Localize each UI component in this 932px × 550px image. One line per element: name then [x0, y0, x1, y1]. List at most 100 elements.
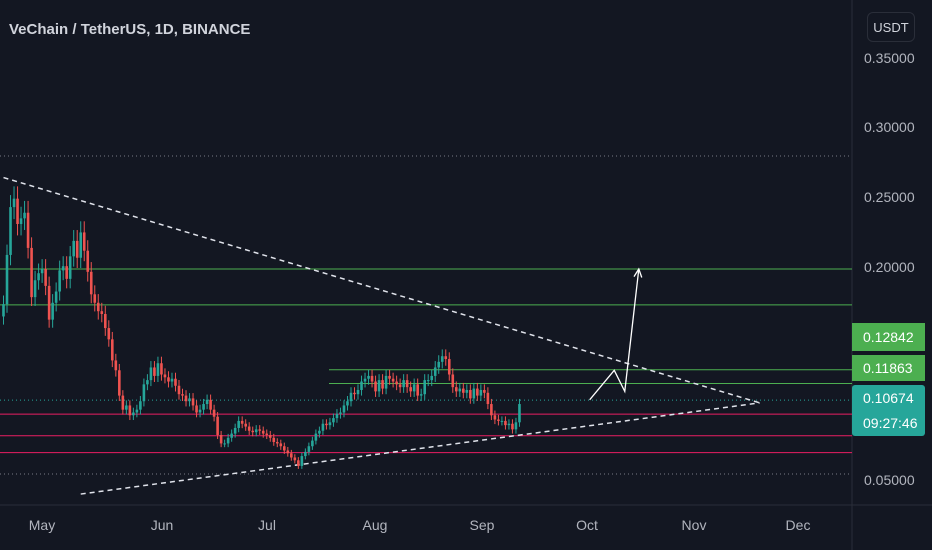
- candle-body: [279, 443, 283, 447]
- candle-body: [356, 389, 360, 395]
- candle-body: [86, 250, 90, 272]
- candle-body: [96, 302, 100, 312]
- candle-body: [118, 370, 121, 396]
- candle-body: [226, 437, 230, 444]
- candle-body: [486, 392, 490, 405]
- candle-body: [511, 423, 514, 430]
- candle-body: [188, 398, 191, 402]
- candle-body: [107, 328, 111, 340]
- candle-body: [89, 271, 93, 295]
- candle-body: [37, 273, 40, 281]
- candle-body: [402, 380, 405, 388]
- candle-body: [307, 446, 311, 452]
- candle-body: [209, 399, 212, 410]
- candle-body: [325, 423, 328, 426]
- candle-body: [518, 404, 521, 423]
- candle-body: [409, 387, 412, 392]
- candle-body: [237, 420, 240, 428]
- candle-body: [47, 285, 51, 320]
- candle-body: [391, 378, 395, 382]
- candle-body: [384, 375, 388, 389]
- trendline: [3, 176, 760, 404]
- x-tick-label: Dec: [785, 517, 811, 533]
- candle-body: [16, 198, 19, 224]
- candle-body: [174, 378, 177, 386]
- candle-body: [149, 367, 153, 381]
- candle-body: [293, 457, 297, 461]
- candle-body: [61, 266, 65, 271]
- currency-selector-button[interactable]: USDT: [867, 12, 915, 42]
- candle-body: [416, 384, 419, 396]
- candle-body: [30, 247, 33, 298]
- candle-body: [153, 367, 156, 376]
- candle-body: [479, 389, 483, 396]
- candle-body: [304, 451, 307, 457]
- candle-body: [100, 311, 104, 315]
- candle-body: [286, 450, 290, 454]
- candle-body: [2, 304, 5, 317]
- candle-body: [454, 387, 458, 392]
- candle-body: [490, 404, 493, 416]
- candle-body: [212, 409, 216, 417]
- candle-body: [472, 388, 476, 399]
- candle-body: [507, 423, 511, 426]
- candle-body: [223, 443, 226, 445]
- candle-body: [444, 356, 448, 360]
- candle-body: [254, 429, 258, 433]
- candle-body: [405, 380, 409, 388]
- candle-body: [412, 384, 416, 392]
- candle-body: [205, 399, 209, 405]
- candle-body: [314, 433, 318, 441]
- candle-body: [72, 240, 75, 257]
- candle-body: [500, 420, 504, 422]
- candle-body: [374, 381, 377, 392]
- candle-body: [504, 420, 507, 426]
- candle-body: [268, 434, 272, 438]
- candle-body: [93, 294, 97, 303]
- candle-body: [12, 198, 16, 208]
- candle-body: [265, 433, 269, 435]
- y-tick-label: 0.20000: [864, 259, 915, 275]
- candle-body: [146, 380, 149, 385]
- candle-body: [297, 460, 300, 466]
- candle-body: [216, 416, 219, 435]
- x-tick-label: Aug: [362, 517, 388, 533]
- candle-body: [433, 367, 437, 376]
- candle-body: [121, 395, 125, 410]
- candle-body: [258, 429, 262, 431]
- candle-body: [363, 378, 367, 382]
- candle-body: [311, 440, 314, 447]
- x-tick-label: Nov: [681, 517, 707, 533]
- candle-body: [142, 384, 146, 402]
- candle-body: [332, 418, 335, 423]
- candle-body: [514, 422, 518, 430]
- candle-body: [360, 381, 363, 390]
- arrow-head-icon: [633, 267, 643, 278]
- candle-body: [377, 380, 381, 392]
- candle-body: [202, 404, 205, 410]
- level-price-badge: 0.11863: [852, 355, 925, 381]
- x-tick-label: Jul: [258, 517, 276, 533]
- candle-body: [367, 375, 370, 379]
- candle-body: [483, 389, 486, 393]
- candle-body: [26, 212, 30, 248]
- candle-body: [321, 423, 325, 431]
- candle-body: [75, 240, 79, 258]
- projection-path: [589, 268, 640, 401]
- candle-body: [476, 388, 479, 396]
- candle-body: [68, 256, 72, 279]
- candle-body: [451, 374, 455, 388]
- candle-body: [251, 430, 255, 433]
- candle-body: [497, 419, 500, 421]
- candle-body: [447, 359, 451, 375]
- chart-title: VeChain / TetherUS, 1D, BINANCE: [9, 21, 251, 38]
- candle-body: [128, 405, 132, 416]
- candle-body: [111, 339, 114, 361]
- candle-body: [5, 254, 9, 305]
- candle-body: [54, 291, 58, 303]
- candle-body: [339, 412, 342, 414]
- y-tick-label: 0.25000: [864, 189, 915, 205]
- candle-body: [346, 401, 349, 406]
- candle-body: [430, 375, 434, 381]
